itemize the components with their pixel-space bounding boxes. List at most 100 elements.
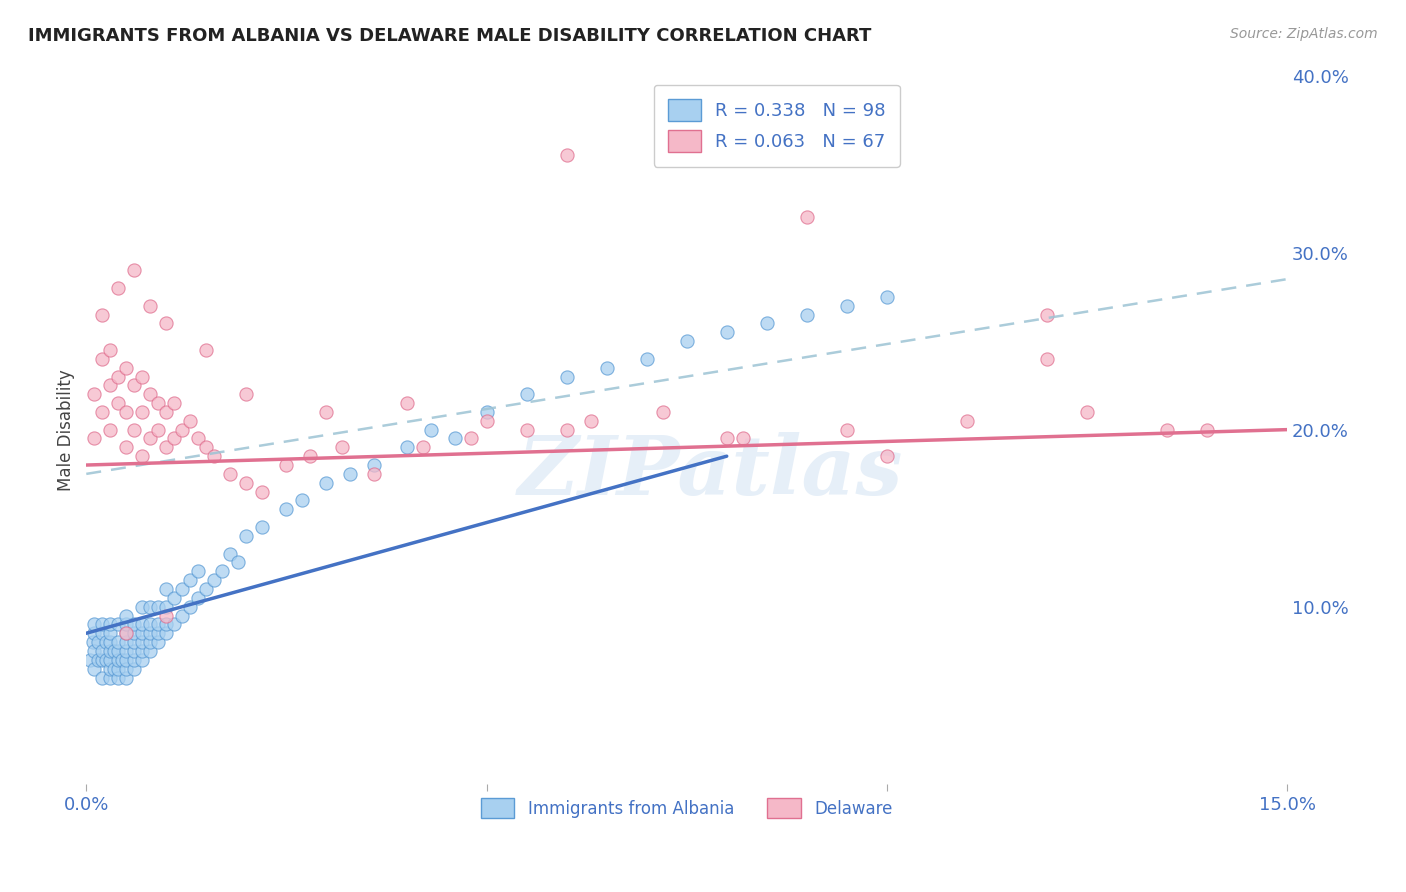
Point: [83, 626, 105, 640]
Point: [83, 387, 105, 401]
Point: [211, 564, 233, 578]
Point: [796, 308, 818, 322]
Point: [91, 351, 114, 366]
Point: [124, 423, 146, 437]
Point: [755, 317, 778, 331]
Point: [195, 440, 218, 454]
Point: [228, 556, 250, 570]
Point: [172, 423, 194, 437]
Point: [395, 396, 418, 410]
Point: [103, 644, 125, 658]
Point: [98, 635, 121, 649]
Point: [107, 644, 129, 658]
Point: [1156, 423, 1178, 437]
Point: [139, 635, 162, 649]
Point: [107, 281, 129, 295]
Point: [579, 414, 602, 428]
Point: [172, 608, 194, 623]
Point: [796, 210, 818, 224]
Point: [363, 467, 385, 481]
Point: [475, 414, 498, 428]
Point: [155, 626, 177, 640]
Point: [107, 396, 129, 410]
Point: [115, 635, 138, 649]
Point: [115, 662, 138, 676]
Point: [131, 653, 153, 667]
Legend: Immigrants from Albania, Delaware: Immigrants from Albania, Delaware: [474, 791, 898, 825]
Point: [651, 405, 673, 419]
Point: [276, 458, 298, 472]
Point: [124, 617, 146, 632]
Point: [139, 299, 162, 313]
Point: [555, 148, 578, 162]
Point: [139, 617, 162, 632]
Point: [115, 617, 138, 632]
Point: [111, 653, 134, 667]
Point: [124, 378, 146, 392]
Point: [87, 635, 110, 649]
Point: [115, 360, 138, 375]
Point: [91, 617, 114, 632]
Point: [79, 653, 101, 667]
Point: [139, 626, 162, 640]
Point: [124, 263, 146, 277]
Point: [107, 653, 129, 667]
Point: [675, 334, 697, 348]
Point: [124, 626, 146, 640]
Point: [219, 547, 242, 561]
Point: [124, 662, 146, 676]
Y-axis label: Male Disability: Male Disability: [58, 368, 75, 491]
Point: [412, 440, 434, 454]
Point: [555, 369, 578, 384]
Point: [516, 423, 538, 437]
Point: [107, 617, 129, 632]
Point: [202, 573, 225, 587]
Point: [1036, 351, 1059, 366]
Point: [419, 423, 441, 437]
Point: [107, 369, 129, 384]
Point: [107, 662, 129, 676]
Point: [107, 671, 129, 685]
Point: [124, 653, 146, 667]
Point: [96, 653, 118, 667]
Point: [131, 599, 153, 614]
Point: [139, 387, 162, 401]
Point: [115, 626, 138, 640]
Point: [1076, 405, 1098, 419]
Point: [131, 405, 153, 419]
Point: [179, 414, 201, 428]
Point: [195, 343, 218, 357]
Point: [716, 325, 738, 339]
Point: [172, 582, 194, 596]
Point: [179, 573, 201, 587]
Point: [131, 369, 153, 384]
Point: [115, 440, 138, 454]
Point: [163, 432, 186, 446]
Point: [115, 644, 138, 658]
Point: [835, 423, 858, 437]
Point: [276, 502, 298, 516]
Point: [98, 653, 121, 667]
Point: [139, 432, 162, 446]
Text: ZIPatlas: ZIPatlas: [517, 432, 904, 512]
Point: [131, 635, 153, 649]
Point: [1195, 423, 1218, 437]
Point: [202, 449, 225, 463]
Point: [91, 308, 114, 322]
Point: [155, 440, 177, 454]
Point: [115, 626, 138, 640]
Point: [291, 493, 314, 508]
Point: [155, 617, 177, 632]
Point: [252, 520, 274, 534]
Point: [148, 599, 170, 614]
Point: [91, 405, 114, 419]
Point: [835, 299, 858, 313]
Point: [107, 635, 129, 649]
Point: [131, 449, 153, 463]
Point: [131, 626, 153, 640]
Point: [96, 635, 118, 649]
Point: [252, 484, 274, 499]
Point: [83, 432, 105, 446]
Point: [148, 617, 170, 632]
Point: [148, 423, 170, 437]
